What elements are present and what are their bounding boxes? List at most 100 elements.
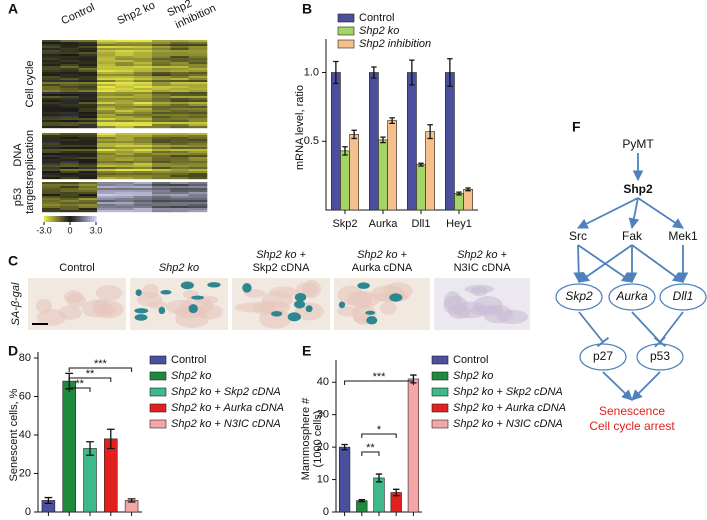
heatmap-cell — [115, 173, 134, 176]
heatmap-cell — [42, 62, 61, 65]
heatmap-cell — [78, 62, 98, 65]
heatmap-cell — [170, 70, 189, 73]
heatmap-cell — [97, 206, 116, 209]
heatmap-cell — [60, 104, 79, 107]
heatmap-cell — [97, 48, 116, 51]
heatmap-cell — [188, 184, 208, 187]
legend-label: Shp2 ko — [453, 370, 493, 382]
heatmap-cell — [97, 159, 116, 162]
heatmap-cell — [42, 90, 61, 93]
heatmap-cell — [188, 74, 208, 77]
heatmap-cell — [152, 133, 171, 136]
node-label: p27 — [593, 349, 613, 363]
heatmap-cell — [97, 184, 116, 187]
colorbar-step — [64, 216, 67, 222]
heatmap-cell — [188, 92, 208, 95]
colorbar-step — [88, 216, 91, 222]
legend-swatch — [337, 13, 355, 23]
stained-cell — [160, 289, 172, 295]
heatmap-cell — [60, 188, 79, 191]
heatmap-cell — [133, 153, 153, 156]
heatmap-cell — [170, 122, 189, 125]
heatmap-cell — [115, 64, 134, 67]
legend-swatch — [149, 355, 167, 365]
heatmap-cell — [170, 143, 189, 146]
heatmap-cell — [170, 182, 189, 185]
heatmap-cell — [115, 171, 134, 174]
heatmap-cell — [115, 58, 134, 61]
stained-cell — [180, 281, 194, 290]
heatmap-cell — [97, 114, 116, 117]
bar — [349, 134, 359, 211]
legend-label: Shp2 inhibition — [359, 38, 431, 50]
heatmap-cell — [78, 106, 98, 109]
heatmap-cell — [170, 169, 189, 172]
y-tick-label: 40 — [317, 376, 329, 388]
colorbar-step — [74, 216, 77, 222]
heatmap-cell — [152, 120, 171, 123]
heatmap-cell — [78, 204, 98, 207]
colorbar-step — [44, 216, 47, 222]
heatmap-cell — [97, 82, 116, 85]
diagram-edge — [631, 244, 684, 283]
heatmap-cell — [78, 122, 98, 125]
heatmap-cell — [152, 58, 171, 61]
heatmap-cell — [78, 118, 98, 121]
inhibition-bar — [596, 336, 610, 348]
heatmap-cell — [170, 151, 189, 154]
heatmap-cell — [133, 90, 153, 93]
heatmap-cell — [78, 126, 98, 129]
heatmap-cell — [115, 182, 134, 185]
heatmap-cell — [60, 50, 79, 53]
error-bar — [427, 124, 433, 140]
heatmap-cell — [115, 40, 134, 43]
heatmap-cell — [170, 157, 189, 160]
y-tick-label: 60 — [19, 390, 31, 402]
heatmap-cell — [115, 159, 134, 162]
bar — [387, 120, 397, 211]
heatmap-cell — [42, 86, 61, 89]
error-bar — [389, 117, 395, 125]
heatmap-cell — [60, 135, 79, 138]
heatmap-cell — [170, 112, 189, 115]
heatmap-cell — [42, 206, 61, 209]
diagram-edge — [659, 311, 684, 343]
heatmap-cell — [97, 155, 116, 158]
heatmap-cell — [42, 163, 61, 166]
legend-swatch — [431, 403, 449, 413]
heatmap-cell — [170, 46, 189, 49]
heatmap-cell — [60, 62, 79, 65]
heatmap-cell — [133, 157, 153, 160]
bar — [407, 72, 417, 211]
diagram-edge — [631, 311, 661, 343]
heatmap-cell — [60, 64, 79, 67]
heatmap-cell — [152, 92, 171, 95]
heatmap-cell — [60, 143, 79, 146]
y-tick-label: 0 — [25, 506, 31, 518]
heatmap-cell — [60, 210, 79, 213]
tissue — [259, 309, 292, 329]
heatmap-cell — [97, 157, 116, 160]
heatmap-cell — [133, 196, 153, 199]
heatmap-cell — [115, 153, 134, 156]
stained-cell — [271, 310, 283, 317]
heatmap-cell — [152, 70, 171, 73]
heatmap-cell — [60, 56, 79, 59]
heatmap-cell — [188, 94, 208, 97]
heatmap-cell — [42, 72, 61, 75]
heatmap-cell — [78, 145, 98, 148]
y-tick-label: 30 — [317, 409, 329, 421]
heatmap-cell — [42, 202, 61, 205]
heatmap-cell — [188, 56, 208, 59]
heatmap-cell — [42, 175, 61, 178]
heatmap-cell — [115, 177, 134, 180]
heatmap-cell — [170, 139, 189, 142]
heatmap-cell — [78, 153, 98, 156]
stained-cell — [134, 314, 148, 321]
heatmap-cell — [78, 137, 98, 140]
heatmap-cell — [188, 192, 208, 195]
heatmap-cell — [133, 122, 153, 125]
heatmap-cell — [78, 102, 98, 105]
heatmap-cell — [170, 58, 189, 61]
